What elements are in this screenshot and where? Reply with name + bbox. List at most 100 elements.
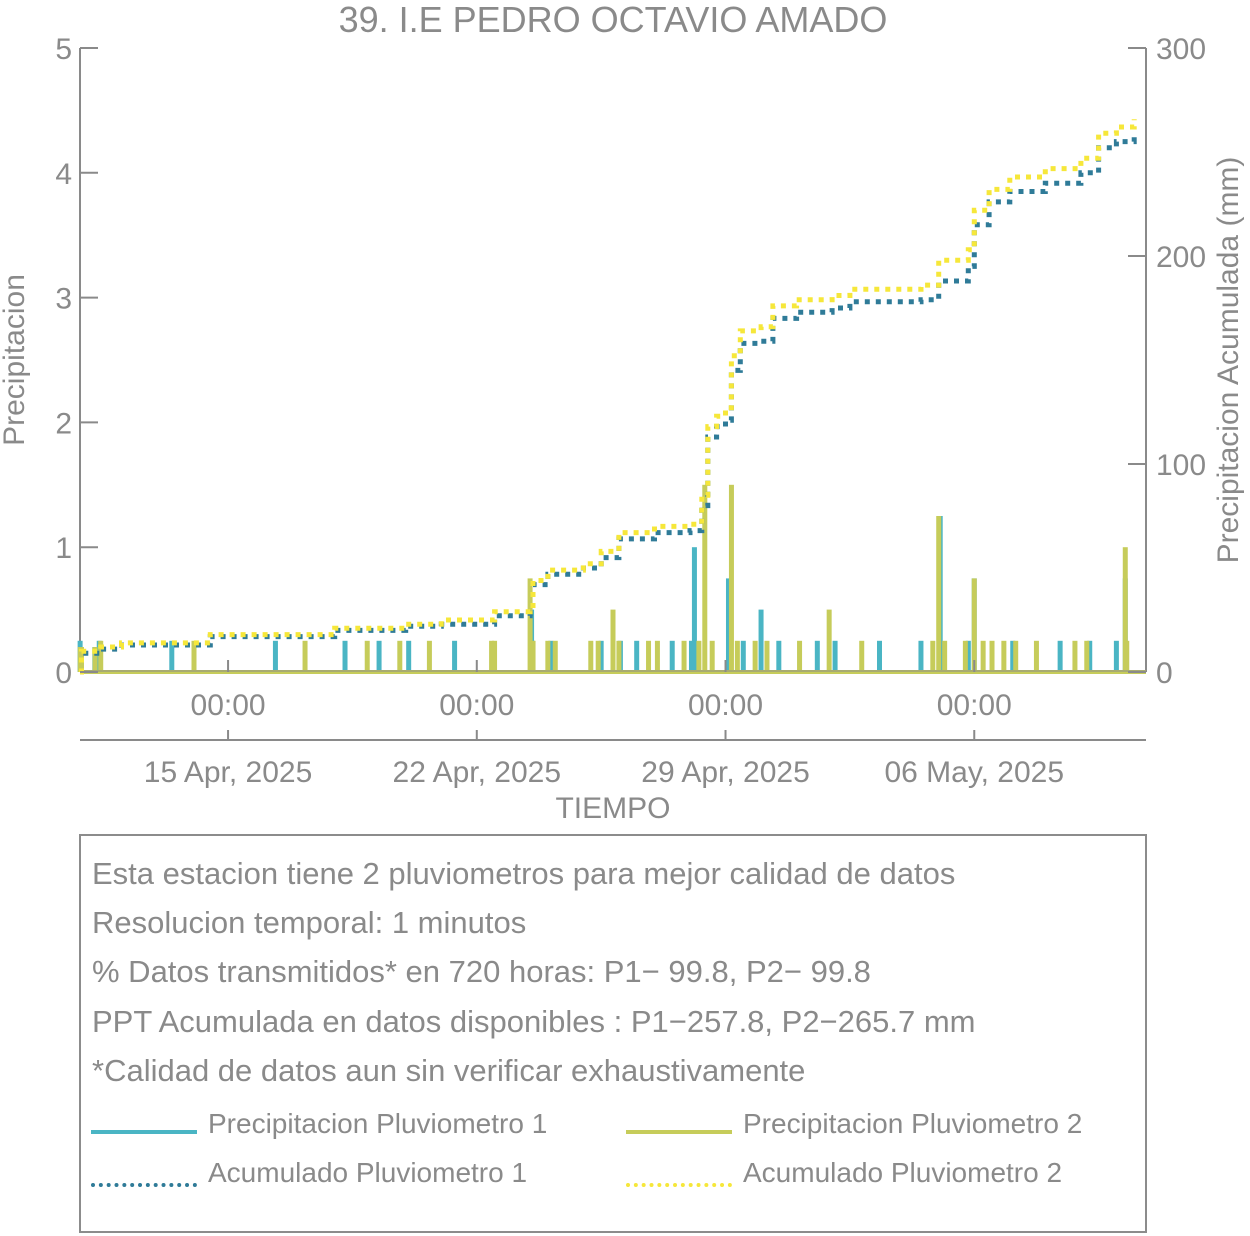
bar-p2-14 — [552, 640, 558, 672]
line-acc2 — [79, 119, 1137, 675]
bar-p2-17 — [610, 609, 616, 672]
bar-p2-44 — [1122, 547, 1128, 672]
bar-p2-11 — [527, 578, 533, 672]
legend-swatch-acc2 — [626, 1183, 732, 1187]
info-line-accumulated: PPT Acumulada en datos disponibles : P1−… — [92, 1004, 976, 1039]
x-tick-time-0: 00:00 — [191, 689, 266, 722]
x-tick-date-2: 29 Apr, 2025 — [641, 756, 810, 789]
bar-p2-30 — [826, 609, 832, 672]
y2-tick-label-1: 100 — [1156, 449, 1206, 482]
x-tick-time-2: 00:00 — [688, 689, 763, 722]
x-tick-date-0: 15 Apr, 2025 — [144, 756, 313, 789]
bars-pluviometro-1 — [77, 516, 1128, 672]
legend-label-p1: Precipitacion Pluviometro 1 — [208, 1108, 548, 1139]
info-line-resolution: Resolucion temporal: 1 minutos — [92, 905, 527, 940]
y-tick-label-5: 5 — [55, 33, 72, 66]
bar-p1-30 — [1010, 640, 1016, 672]
bar-p2-45 — [1124, 640, 1130, 672]
bar-p1-32 — [1087, 640, 1093, 672]
bar-p2-4 — [191, 640, 197, 672]
bar-p1-24 — [832, 640, 838, 672]
legend-swatch-p1 — [91, 1130, 197, 1134]
axes: 0 1 2 3 4 5 0 100 200 300 00:00 15 Apr, 2025 00:00 22… — [55, 33, 1206, 789]
legend-item-p1: Precipitacion Pluviometro 1 — [91, 1108, 611, 1148]
bar-p1-22 — [776, 640, 782, 672]
y-tick-label-1: 1 — [55, 532, 72, 565]
y2-tick-label-0: 0 — [1156, 657, 1173, 690]
bar-p1-5 — [272, 640, 278, 672]
bar-p2-38 — [989, 640, 995, 672]
bar-p2-16 — [595, 640, 601, 672]
accumulated-lines — [79, 119, 1137, 675]
y-tick-label-3: 3 — [55, 283, 72, 316]
precipitation-chart: 39. I.E PEDRO OCTAVIO AMADO 0 1 2 3 4 5 0 100 20… — [0, 0, 1245, 825]
bar-p1-18 — [691, 547, 697, 672]
chart-title: 39. I.E PEDRO OCTAVIO AMADO — [339, 0, 888, 40]
bar-p1-7 — [376, 640, 382, 672]
legend-swatch-p2 — [626, 1130, 732, 1134]
bar-p2-9 — [489, 640, 495, 672]
legend-item-acc2: Acumulado Pluviometro 2 — [626, 1157, 1146, 1197]
bar-p2-7 — [397, 640, 403, 672]
bar-p1-33 — [1113, 640, 1119, 672]
x-tick-date-1: 22 Apr, 2025 — [393, 756, 562, 789]
bar-p2-24 — [709, 640, 715, 672]
bar-p1-21 — [758, 609, 764, 672]
legend-label-p2: Precipitacion Pluviometro 2 — [743, 1108, 1083, 1139]
y-tick-label-0: 0 — [55, 657, 72, 690]
bar-p2-39 — [1001, 640, 1007, 672]
x-tick-time-1: 00:00 — [439, 689, 514, 722]
legend-swatch-acc1 — [91, 1183, 197, 1187]
info-line-transmitted: % Datos transmitidos* en 720 horas: P1− … — [92, 954, 871, 989]
bar-p2-42 — [1072, 640, 1078, 672]
bar-p1-17 — [688, 640, 694, 672]
bar-p1-13 — [598, 640, 604, 672]
bar-p1-9 — [452, 640, 458, 672]
bar-p2-25 — [728, 484, 734, 672]
y-tick-label-2: 2 — [55, 407, 72, 440]
bar-p2-33 — [936, 516, 942, 672]
bar-p2-20 — [654, 640, 660, 672]
bar-p2-28 — [764, 640, 770, 672]
x-axis-label: TIEMPO — [555, 792, 670, 825]
bar-p2-43 — [1084, 640, 1090, 672]
bar-p2-12 — [530, 640, 536, 672]
bar-p1-4 — [169, 640, 175, 672]
y-tick-label-4: 4 — [55, 158, 72, 191]
bar-p2-41 — [1033, 640, 1039, 672]
bar-p2-40 — [1013, 640, 1019, 672]
bar-p2-31 — [859, 640, 865, 672]
bar-p2-10 — [492, 640, 498, 672]
bar-p2-19 — [646, 640, 652, 672]
bar-p2-26 — [734, 640, 740, 672]
bar-p2-13 — [545, 640, 551, 672]
bar-p1-26 — [918, 640, 924, 672]
legend-item-p2: Precipitacion Pluviometro 2 — [626, 1108, 1146, 1148]
bar-p1-20 — [740, 640, 746, 672]
bar-p2-15 — [588, 640, 594, 672]
bar-p2-3 — [98, 640, 104, 672]
bar-p2-8 — [426, 640, 432, 672]
y2-axis-label: Precipitacion Acumulada (mm) — [1212, 157, 1245, 564]
bar-p1-31 — [1057, 640, 1063, 672]
bar-p2-5 — [302, 640, 308, 672]
legend-label-acc2: Acumulado Pluviometro 2 — [743, 1157, 1063, 1188]
bar-p1-8 — [406, 640, 412, 672]
bar-p2-2 — [92, 647, 98, 672]
x-tick-time-3: 00:00 — [937, 689, 1012, 722]
bar-p2-34 — [942, 640, 948, 672]
y2-tick-label-3: 300 — [1156, 33, 1206, 66]
bar-p2-23 — [702, 484, 708, 672]
bar-p2-37 — [980, 640, 986, 672]
bars-pluviometro-2 — [77, 484, 1146, 674]
legend-label-acc1: Acumulado Pluviometro 1 — [208, 1157, 528, 1188]
bar-p2-35 — [962, 640, 968, 672]
bar-p1-28 — [965, 640, 971, 672]
x-tick-date-3: 06 May, 2025 — [884, 756, 1064, 789]
info-line-quality: *Calidad de datos aun sin verificar exha… — [92, 1053, 806, 1088]
bar-p1-16 — [669, 640, 675, 672]
bar-p1-6 — [342, 640, 348, 672]
bar-p2-6 — [364, 640, 370, 672]
bar-p2-32 — [930, 640, 936, 672]
plot-frame — [79, 48, 1147, 741]
